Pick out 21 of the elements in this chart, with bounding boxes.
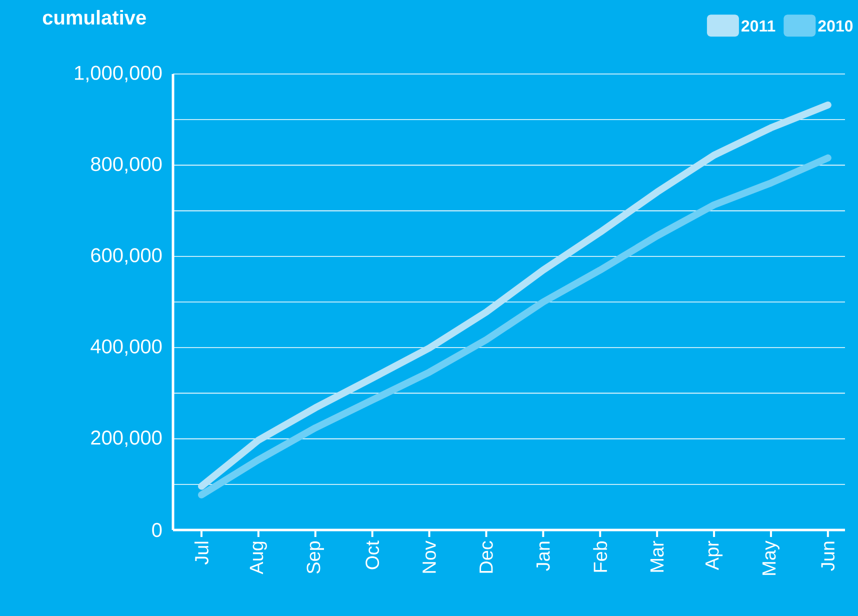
legend-label: 2011 [741,20,776,32]
y-tick-label: 400,000 [90,339,162,356]
x-tick-label: Mar [650,540,664,572]
x-tick-label: Jun [821,542,835,571]
x-tick-label: Jan [536,542,550,571]
y-tick-label: 200,000 [91,430,162,448]
x-tick-label: Aug [250,542,267,574]
x-tick-label: Sep [306,541,324,574]
y-tick-label: 0 [152,522,162,538]
x-tick-label: Nov [422,540,436,573]
y-tick-label: 1,000,000 [75,66,162,82]
chart-title: cumulative [42,10,146,25]
legend-label: 2010 [818,20,853,32]
x-tick-label: May [762,540,780,575]
y-tick-label: 800,000 [91,156,162,174]
x-tick-label: Oct [366,540,380,570]
x-tick-label: Dec [480,541,493,573]
x-tick-label: Jul [194,542,208,565]
x-tick-label: Feb [593,541,608,572]
x-tick-label: Apr [706,540,723,570]
y-tick-label: 600,000 [91,248,162,265]
